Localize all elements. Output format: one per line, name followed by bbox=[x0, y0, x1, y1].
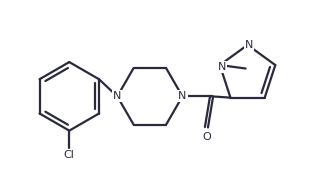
Text: O: O bbox=[202, 132, 211, 142]
Text: N: N bbox=[113, 91, 122, 101]
Text: N: N bbox=[178, 91, 187, 101]
Text: N: N bbox=[217, 62, 226, 72]
Text: N: N bbox=[245, 40, 254, 50]
Text: Cl: Cl bbox=[64, 150, 75, 160]
